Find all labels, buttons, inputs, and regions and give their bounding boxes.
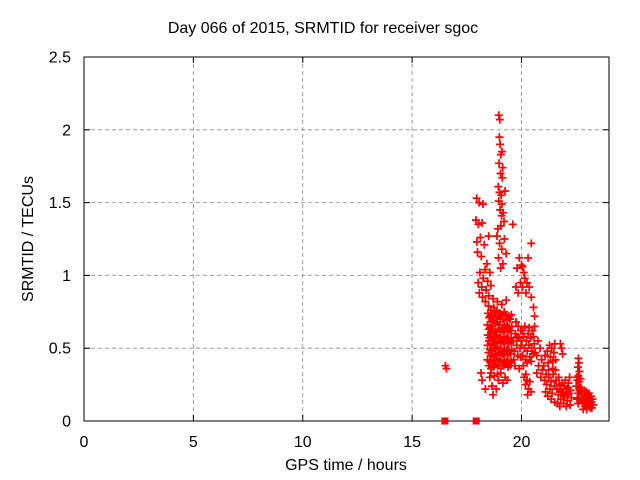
svg-text:10: 10	[294, 434, 312, 451]
data-points	[441, 111, 598, 425]
svg-text:0: 0	[62, 414, 71, 431]
axis-ticks	[83, 56, 609, 422]
x-axis-label: GPS time / hours	[285, 457, 407, 474]
svg-text:1: 1	[62, 268, 71, 285]
svg-text:5: 5	[189, 434, 198, 451]
plot-border	[83, 56, 610, 422]
svg-text:15: 15	[403, 434, 421, 451]
chart-title: Day 066 of 2015, SRMTID for receiver sgo…	[168, 20, 478, 37]
x-tick-labels: 0 5 10 15 20	[80, 434, 531, 451]
svg-text:0: 0	[80, 434, 89, 451]
y-axis-label: SRMTID / TECUs	[20, 176, 37, 302]
svg-text:0.5: 0.5	[49, 341, 71, 358]
series-srmtid	[441, 111, 598, 414]
svg-text:1.5: 1.5	[49, 195, 71, 212]
y-tick-labels: 0 0.5 1 1.5 2 2.5	[49, 50, 71, 431]
svg-text:2.5: 2.5	[49, 50, 71, 67]
series-baseline-markers	[441, 417, 480, 425]
svg-text:20: 20	[513, 434, 531, 451]
svg-text:2: 2	[62, 122, 71, 139]
